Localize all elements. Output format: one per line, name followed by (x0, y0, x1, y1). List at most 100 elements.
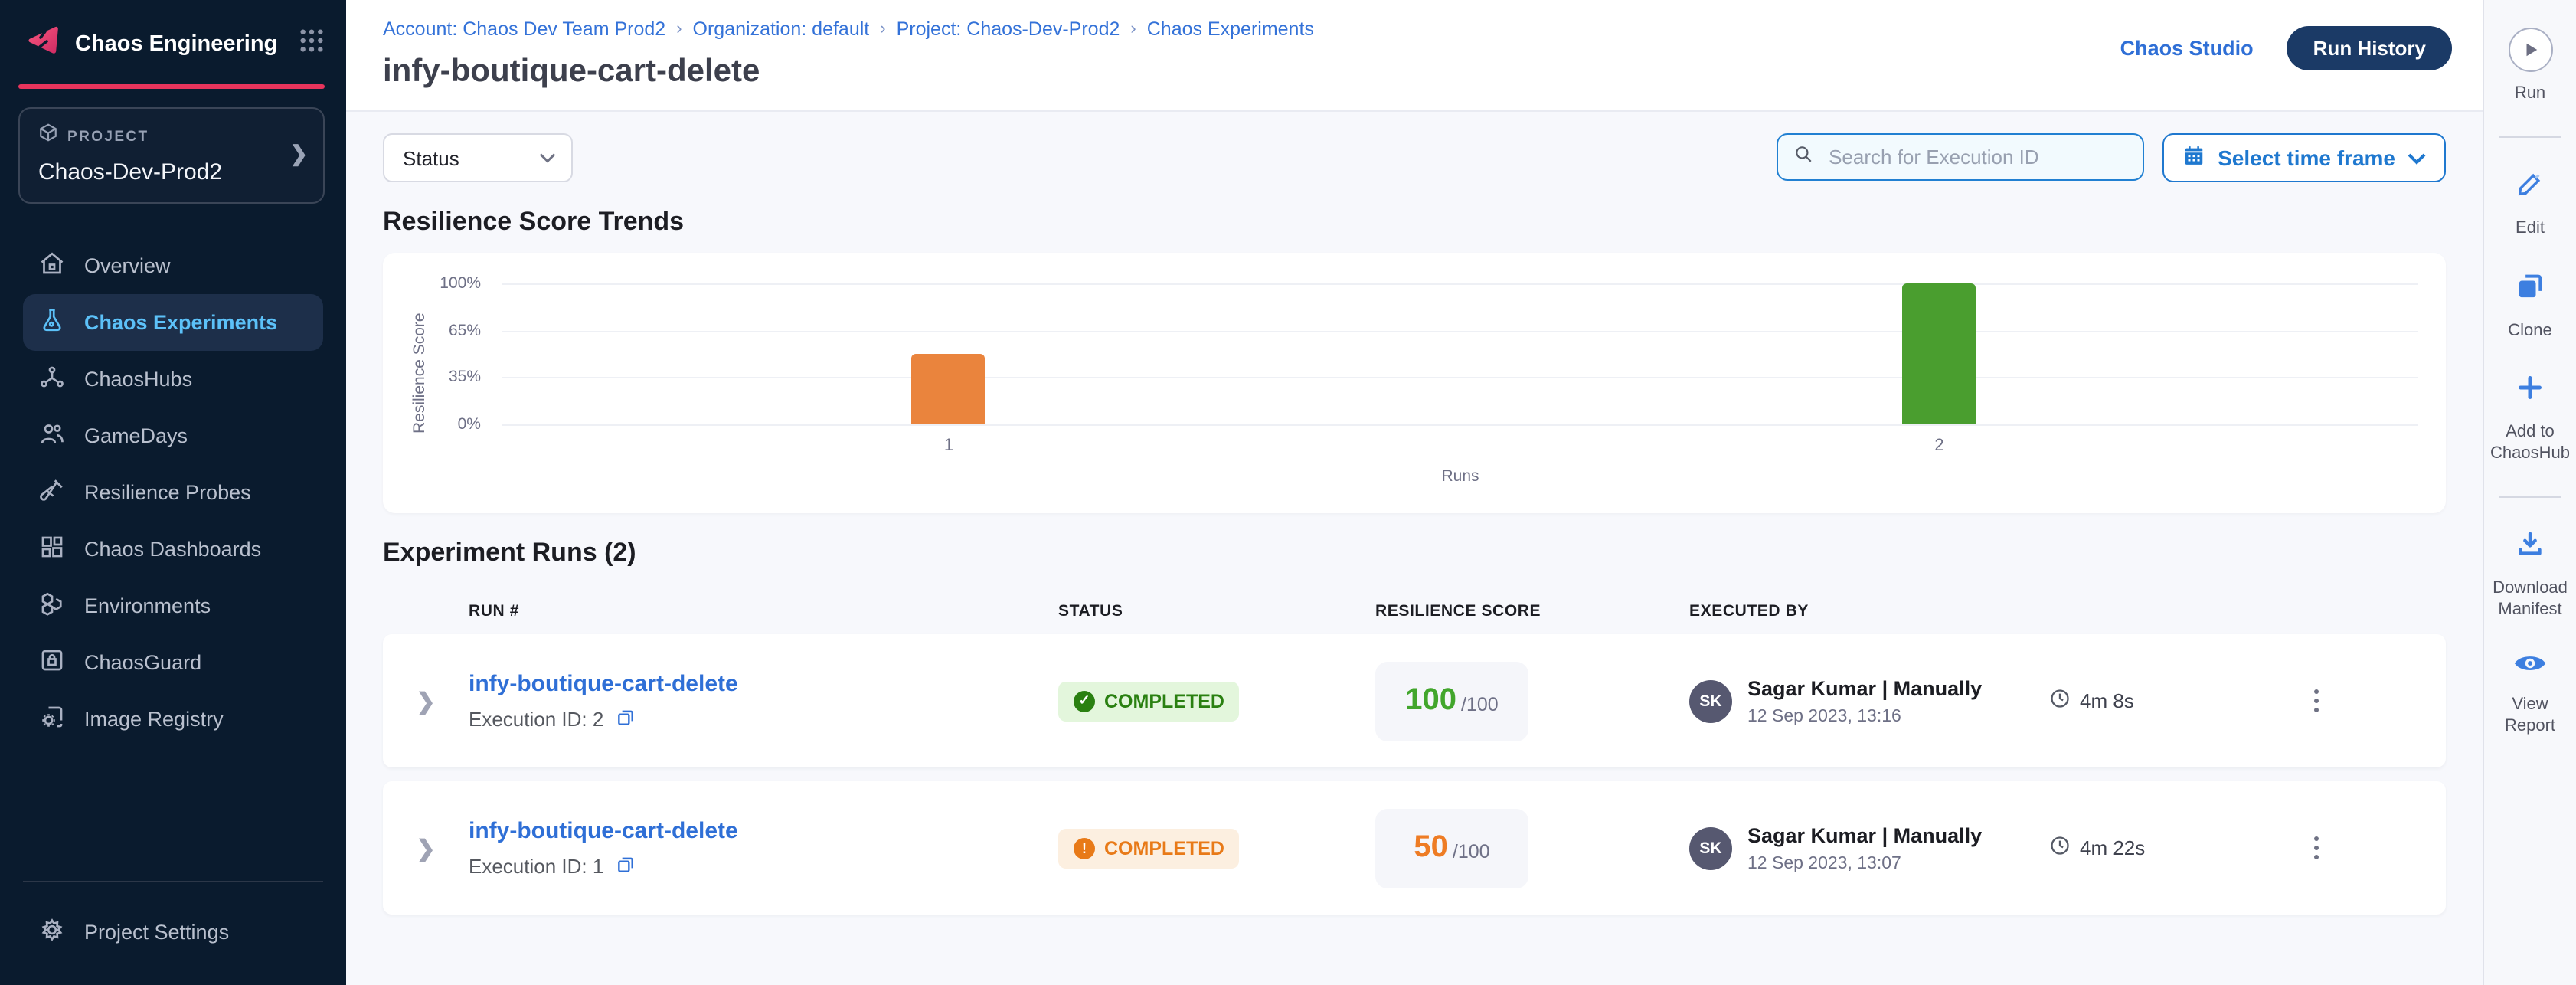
table-row[interactable]: ❯ infy-boutique-cart-delete Execution ID… (383, 634, 2446, 767)
column-executed-by: EXECUTED BY (1689, 602, 1809, 620)
hub-icon (38, 363, 66, 395)
download-icon (2515, 528, 2545, 567)
probe-icon (38, 476, 66, 509)
score-suffix: /100 (1461, 693, 1499, 715)
sidebar-item-label: ChaosHubs (84, 368, 193, 391)
app-grid-icon[interactable] (299, 27, 325, 61)
y-tick: 35% (448, 368, 481, 387)
execution-id: Execution ID: 2 (469, 708, 604, 731)
rail-item-label: Edit (2516, 218, 2545, 237)
add-to-chaoshub-button[interactable]: Add to ChaosHub (2487, 373, 2573, 466)
chevron-down-icon (539, 144, 556, 172)
table-header: RUN # STATUS RESILIENCE SCORE EXECUTED B… (383, 602, 2446, 620)
page-title: infy-boutique-cart-delete (383, 54, 760, 89)
executed-at: 12 Sep 2023, 13:07 (1747, 854, 1901, 872)
run-name-link[interactable]: infy-boutique-cart-delete (469, 670, 738, 696)
sidebar-item-gamedays[interactable]: GameDays (23, 407, 323, 464)
download-manifest-button[interactable]: Download Manifest (2487, 528, 2573, 621)
sidebar-item-image-registry[interactable]: Image Registry (23, 691, 323, 748)
chart-y-axis-label: Resilience Score (410, 313, 429, 434)
column-run: RUN # (469, 602, 520, 620)
row-menu-icon[interactable] (2297, 682, 2334, 719)
check-circle-icon: ✓ (1074, 690, 1095, 712)
sidebar-item-label: Overview (84, 254, 171, 277)
clone-button[interactable]: Clone (2508, 270, 2552, 342)
brand-underline (18, 84, 325, 89)
chart-plot (502, 283, 2418, 426)
breadcrumb: Account: Chaos Dev Team Prod2 › Organiza… (383, 18, 1314, 40)
avatar: SK (1689, 826, 1732, 869)
chaos-studio-link[interactable]: Chaos Studio (2120, 37, 2254, 60)
sidebar-item-chaos-experiments[interactable]: Chaos Experiments (23, 294, 323, 351)
row-menu-icon[interactable] (2297, 830, 2334, 866)
expand-chevron-icon[interactable]: ❯ (416, 689, 436, 715)
gridline (502, 377, 2418, 379)
project-selector[interactable]: PROJECT Chaos-Dev-Prod2 ❯ (18, 107, 325, 204)
sidebar-nav: Overview Chaos Experiments ChaosHubs Gam… (0, 237, 346, 748)
search-icon (1793, 143, 1813, 171)
sidebar-item-overview[interactable]: Overview (23, 237, 323, 294)
avatar: SK (1689, 679, 1732, 722)
run-history-button[interactable]: Run History (2287, 26, 2452, 70)
y-tick: 0% (457, 415, 481, 434)
score-value: 50 (1414, 830, 1448, 864)
copy-icon[interactable] (616, 854, 636, 879)
plus-icon (2515, 373, 2545, 411)
breadcrumb-organization[interactable]: Organization: default (692, 18, 870, 40)
clock-icon (2049, 835, 2071, 861)
gear-icon (38, 916, 66, 948)
resilience-score-chart: Resilience Score 100% 65% 35% 0% (383, 253, 2446, 513)
status-text: COMPLETED (1104, 690, 1224, 712)
sidebar-item-resilience-probes[interactable]: Resilience Probes (23, 464, 323, 521)
column-status: STATUS (1058, 602, 1123, 620)
copy-icon[interactable] (616, 707, 636, 731)
breadcrumb-separator: › (676, 20, 682, 38)
left-sidebar: Chaos Engineering PROJECT (0, 0, 346, 985)
sidebar-item-chaosguard[interactable]: ChaosGuard (23, 634, 323, 691)
breadcrumb-project[interactable]: Project: Chaos-Dev-Prod2 (896, 18, 1120, 40)
chaos-logo-icon (25, 21, 61, 66)
gridline (502, 330, 2418, 332)
x-tick-2: 2 (1934, 437, 1944, 455)
gridline (502, 283, 2418, 285)
rail-item-label: Add to ChaosHub (2490, 423, 2570, 463)
home-icon (38, 250, 66, 282)
sidebar-item-chaos-dashboards[interactable]: Chaos Dashboards (23, 521, 323, 578)
rail-item-label: Run (2514, 84, 2546, 103)
search-input[interactable] (1826, 144, 2128, 170)
bar-run-1[interactable] (911, 354, 986, 424)
rail-divider (2499, 136, 2561, 138)
play-icon (2508, 28, 2552, 72)
expand-chevron-icon[interactable]: ❯ (416, 836, 436, 862)
bar-run-2[interactable] (1902, 283, 1976, 424)
y-tick: 100% (440, 274, 481, 293)
copy-icon (2515, 270, 2545, 309)
duration-text: 4m 8s (2080, 689, 2134, 712)
view-report-button[interactable]: View Report (2487, 652, 2573, 738)
score-suffix: /100 (1452, 840, 1490, 862)
sidebar-divider (23, 881, 323, 882)
run-name-link[interactable]: infy-boutique-cart-delete (469, 817, 738, 843)
sidebar-item-project-settings[interactable]: Project Settings (23, 904, 323, 960)
breadcrumb-account[interactable]: Account: Chaos Dev Team Prod2 (383, 18, 666, 40)
status-filter-dropdown[interactable]: Status (383, 133, 573, 182)
sidebar-item-environments[interactable]: Environments (23, 578, 323, 634)
sidebar-item-label: GameDays (84, 424, 188, 447)
alert-circle-icon: ! (1074, 837, 1095, 859)
project-label: PROJECT (67, 128, 149, 145)
duration-text: 4m 22s (2080, 836, 2146, 859)
time-frame-selector[interactable]: Select time frame (2162, 133, 2446, 182)
calendar-icon (2182, 144, 2205, 172)
main-area: Account: Chaos Dev Team Prod2 › Organiza… (346, 0, 2483, 985)
table-row[interactable]: ❯ infy-boutique-cart-delete Execution ID… (383, 781, 2446, 915)
score-value: 100 (1405, 683, 1457, 717)
search-box (1777, 133, 2145, 181)
content-area: Status (346, 112, 2483, 985)
rail-item-label: Download Manifest (2493, 578, 2568, 619)
chart-y-ticks: 100% 65% 35% 0% (429, 274, 490, 434)
breadcrumb-chaos-experiments[interactable]: Chaos Experiments (1146, 18, 1314, 40)
edit-button[interactable]: Edit (2515, 169, 2545, 241)
sidebar-item-chaoshubs[interactable]: ChaosHubs (23, 351, 323, 407)
run-button[interactable]: Run (2508, 28, 2552, 106)
